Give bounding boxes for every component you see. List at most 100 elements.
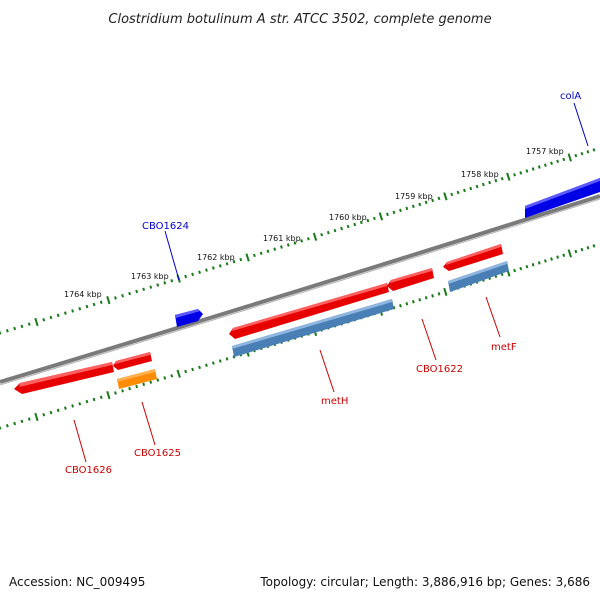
inner-ring-minor-tick xyxy=(205,363,208,367)
outer-ring-minor-tick xyxy=(13,326,17,331)
outer-ring-minor-tick xyxy=(411,204,415,209)
cds-CBO1625[interactable] xyxy=(117,369,157,389)
gene-CBO1622[interactable] xyxy=(387,268,434,291)
outer-ring-minor-tick xyxy=(300,239,304,243)
inner-ring-minor-tick xyxy=(71,404,74,408)
outer-ring-minor-tick xyxy=(326,230,330,235)
outer-ring-minor-tick xyxy=(5,329,9,333)
label-metH[interactable]: metH xyxy=(321,396,348,407)
outer-ring-minor-tick xyxy=(149,285,153,289)
inner-ring-minor-tick xyxy=(556,255,560,259)
gene-CBO1624[interactable] xyxy=(175,309,203,327)
gene-metF[interactable] xyxy=(443,244,503,271)
outer-ring-minor-tick xyxy=(399,208,402,213)
label-CBO1626[interactable]: CBO1626 xyxy=(65,465,112,476)
outer-ring-minor-tick xyxy=(386,212,389,217)
outer-ring-minor-tick xyxy=(574,153,578,158)
outer-ring-minor-tick xyxy=(135,289,139,294)
outer-ring-minor-tick xyxy=(211,266,215,270)
outer-ring-minor-tick xyxy=(306,237,310,241)
label-CBO1622[interactable]: CBO1622 xyxy=(416,364,463,375)
outer-ring-minor-tick xyxy=(580,151,584,156)
inner-ring-minor-tick xyxy=(92,397,96,402)
outer-ring-minor-tick xyxy=(56,313,60,318)
inner-ring-minor-tick xyxy=(191,367,194,372)
outer-ring-minor-tick xyxy=(121,294,124,298)
outer-ring-minor-tick xyxy=(418,202,422,207)
label-CBO1625[interactable]: CBO1625 xyxy=(134,448,181,459)
inner-ring-minor-tick xyxy=(580,247,584,252)
outer-ring-minor-tick xyxy=(42,318,46,322)
inner-ring-minor-tick xyxy=(232,355,236,359)
kbp-label-1758: 1758 kbp xyxy=(461,170,499,179)
inner-ring-minor-tick xyxy=(13,421,17,426)
gene-CBO1626[interactable] xyxy=(14,362,114,394)
outer-ring-minor-tick xyxy=(592,148,596,152)
outer-ring-minor-tick xyxy=(525,169,529,173)
cds-metH[interactable] xyxy=(232,299,394,357)
outer-ring-minor-tick xyxy=(392,210,396,215)
inner-ring-minor-tick xyxy=(411,300,415,304)
outer-ring-minor-tick xyxy=(366,218,370,223)
outer-ring-minor-tick xyxy=(333,228,337,233)
outer-ring-minor-tick xyxy=(20,324,24,329)
outer-ring-minor-tick xyxy=(253,253,256,258)
outer-ring-minor-tick xyxy=(114,296,117,300)
outer-ring-major-tick xyxy=(506,172,511,181)
gene-colA[interactable] xyxy=(525,178,600,218)
outer-ring-minor-tick xyxy=(488,180,491,185)
outer-ring-minor-tick xyxy=(340,226,343,231)
inner-ring-minor-tick xyxy=(544,259,547,263)
inner-ring-minor-tick xyxy=(418,298,422,302)
inner-ring-minor-tick xyxy=(392,306,396,310)
inner-ring-minor-tick xyxy=(85,399,89,404)
outer-ring-minor-tick xyxy=(359,220,363,225)
inner-ring-minor-tick xyxy=(225,357,229,361)
gene-metH[interactable] xyxy=(229,283,389,339)
outer-ring-minor-tick xyxy=(163,281,167,285)
inner-ring-minor-tick xyxy=(550,257,553,261)
inner-ring-minor-tick xyxy=(513,268,516,273)
outer-ring-minor-tick xyxy=(463,188,466,193)
label-CBO1624[interactable]: CBO1624 xyxy=(142,221,189,232)
kbp-label-1761: 1761 kbp xyxy=(263,234,301,243)
inner-ring-minor-tick xyxy=(184,369,188,374)
outer-ring-minor-tick xyxy=(450,192,454,197)
genome-backbone-shadow xyxy=(0,198,600,386)
inner-ring-minor-tick xyxy=(525,264,529,269)
outer-ring-minor-tick xyxy=(405,206,409,211)
outer-ring-minor-tick xyxy=(128,291,131,296)
outer-ring-minor-tick xyxy=(373,216,376,221)
inner-ring-minor-tick xyxy=(142,382,146,387)
inner-ring-minor-tick xyxy=(5,424,9,428)
outer-ring-minor-tick xyxy=(513,173,516,177)
inner-ring-minor-tick xyxy=(42,413,46,417)
outer-ring-minor-tick xyxy=(184,274,188,279)
outer-ring-major-tick xyxy=(443,192,448,201)
label-metF[interactable]: metF xyxy=(491,342,517,353)
outer-ring-minor-tick xyxy=(225,262,229,266)
outer-ring-minor-tick xyxy=(259,251,263,255)
cds-metF[interactable] xyxy=(448,261,509,292)
label-colA[interactable]: colA xyxy=(560,91,581,102)
kbp-label-1759: 1759 kbp xyxy=(395,192,433,201)
outer-ring-minor-tick xyxy=(266,249,270,253)
outer-ring-minor-tick xyxy=(424,200,428,205)
outer-ring-minor-tick xyxy=(431,198,434,203)
inner-ring-minor-tick xyxy=(99,395,103,399)
inner-ring-minor-tick xyxy=(405,302,409,306)
inner-ring-minor-tick xyxy=(27,417,31,421)
outer-ring-minor-tick xyxy=(205,268,208,272)
inner-ring-minor-tick xyxy=(121,389,124,393)
outer-ring-minor-tick xyxy=(232,259,236,264)
outer-ring-minor-tick xyxy=(71,309,74,313)
outer-ring-minor-tick xyxy=(191,272,194,277)
gene-CBO1625[interactable] xyxy=(113,352,152,370)
outer-ring-minor-tick xyxy=(494,178,498,183)
outer-ring-minor-tick xyxy=(456,190,460,195)
kbp-label-1764: 1764 kbp xyxy=(64,290,102,299)
outer-ring-minor-tick xyxy=(550,161,553,165)
inner-ring-minor-tick xyxy=(56,408,60,413)
label-leaders xyxy=(73,102,589,463)
